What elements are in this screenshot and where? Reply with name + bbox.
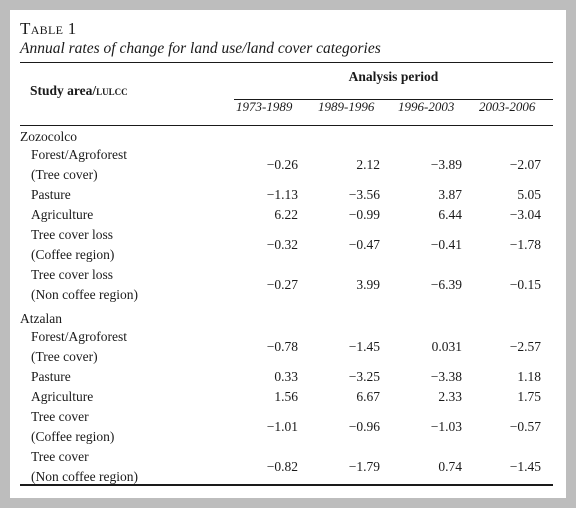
top-rule — [20, 62, 553, 63]
row-label: Forest/Agroforest — [31, 147, 127, 162]
table-cell: −0.47 — [348, 237, 380, 252]
row-label: Pasture — [31, 187, 71, 202]
row-label: (Coffee region) — [31, 429, 115, 444]
table-cell: 3.99 — [356, 277, 380, 292]
row-label: (Tree cover) — [31, 349, 98, 364]
table-cell: −0.78 — [266, 339, 298, 354]
table-cell: −3.25 — [348, 369, 380, 384]
table-cell: 2.33 — [438, 389, 462, 404]
period-rule — [234, 99, 553, 100]
row-label: Pasture — [31, 369, 71, 384]
table-cell: −0.27 — [266, 277, 298, 292]
table-cell: −3.56 — [348, 187, 380, 202]
table-cell: −3.38 — [430, 369, 462, 384]
table-row: Tree cover loss (Non coffee region) −0.27 3… — [10, 265, 566, 305]
group-heading: Zozocolco — [20, 129, 77, 144]
table-cell: 6.22 — [274, 207, 298, 222]
row-label: (Non coffee region) — [31, 287, 138, 302]
table-cell: −2.07 — [509, 157, 541, 172]
table-cell: −0.41 — [430, 237, 462, 252]
analysis-period-header: Analysis period — [348, 69, 439, 84]
table-cell: −2.57 — [509, 339, 541, 354]
group-heading: Atzalan — [20, 311, 62, 326]
table-cell: −0.15 — [509, 277, 541, 292]
table-cell: 2.12 — [356, 157, 380, 172]
row-label: Tree cover loss — [31, 267, 113, 282]
period-header: 1973-1989 — [236, 99, 293, 114]
table-cell: −0.26 — [266, 157, 298, 172]
table-cell: 1.75 — [517, 389, 541, 404]
period-header: 1989-1996 — [318, 99, 375, 114]
table-cell: 5.05 — [517, 187, 541, 202]
row-label: Tree cover loss — [31, 227, 113, 242]
table-row: Tree cover loss (Coffee region) −0.32 −0.47… — [10, 225, 566, 265]
row-label: Agriculture — [31, 207, 94, 222]
table-cell: −1.45 — [509, 459, 541, 474]
table-cell: 0.33 — [274, 369, 298, 384]
table-cell: −1.78 — [509, 237, 541, 252]
table-row: Tree cover (Non coffee region) −0.82 −1.79 0… — [10, 447, 566, 487]
table-row: Pasture −1.13 −3.56 3.87 5.05 — [10, 185, 566, 205]
table-cell: −1.79 — [348, 459, 380, 474]
table-cell: 0.031 — [431, 339, 462, 354]
table-row: Forest/Agroforest (Tree cover) −0.78 −1.45 0… — [10, 327, 566, 367]
table-row: Tree cover (Coffee region) −1.01 −0.96 −1.03… — [10, 407, 566, 447]
row-label: Agriculture — [31, 389, 94, 404]
table-cell: −3.04 — [509, 207, 541, 222]
table-cell: −0.96 — [348, 419, 380, 434]
bottom-rule — [20, 484, 553, 486]
table-cell: −0.32 — [266, 237, 298, 252]
table-cell: 6.44 — [438, 207, 462, 222]
table-cell: 6.67 — [356, 389, 380, 404]
table-row: Forest/Agroforest (Tree cover) −0.26 2.12 −3… — [10, 145, 566, 185]
table-cell: −1.01 — [266, 419, 298, 434]
table-cell: 1.56 — [274, 389, 298, 404]
table-cell: −0.82 — [266, 459, 298, 474]
table-row: Pasture 0.33 −3.25 −3.38 1.18 — [10, 367, 566, 387]
table-cell: 1.18 — [517, 369, 541, 384]
table-cell: −0.99 — [348, 207, 380, 222]
table-cell: −6.39 — [430, 277, 462, 292]
table-cell: 3.87 — [438, 187, 462, 202]
row-label: Tree cover — [31, 449, 89, 464]
row-label: (Tree cover) — [31, 167, 98, 182]
table-title: Annual rates of change for land use/land… — [20, 40, 381, 57]
table-number: Table 1 — [20, 19, 77, 38]
table-cell: −1.03 — [430, 419, 462, 434]
table-cell: 0.74 — [438, 459, 462, 474]
table-cell: −1.13 — [266, 187, 298, 202]
row-label: (Non coffee region) — [31, 469, 138, 484]
study-area-header: Study area/LULCC — [30, 83, 128, 98]
table-figure: Table 1 Annual rates of change for land … — [10, 10, 566, 498]
header-rule — [20, 125, 553, 126]
table-row: Agriculture 1.56 6.67 2.33 1.75 — [10, 387, 566, 407]
row-label: Tree cover — [31, 409, 89, 424]
period-header: 2003-2006 — [479, 99, 536, 114]
period-header: 1996-2003 — [398, 99, 455, 114]
table-cell: −3.89 — [430, 157, 462, 172]
table-cell: −0.57 — [509, 419, 541, 434]
row-label: Forest/Agroforest — [31, 329, 127, 344]
row-label: (Coffee region) — [31, 247, 115, 262]
table-cell: −1.45 — [348, 339, 380, 354]
table-row: Agriculture 6.22 −0.99 6.44 −3.04 — [10, 205, 566, 225]
